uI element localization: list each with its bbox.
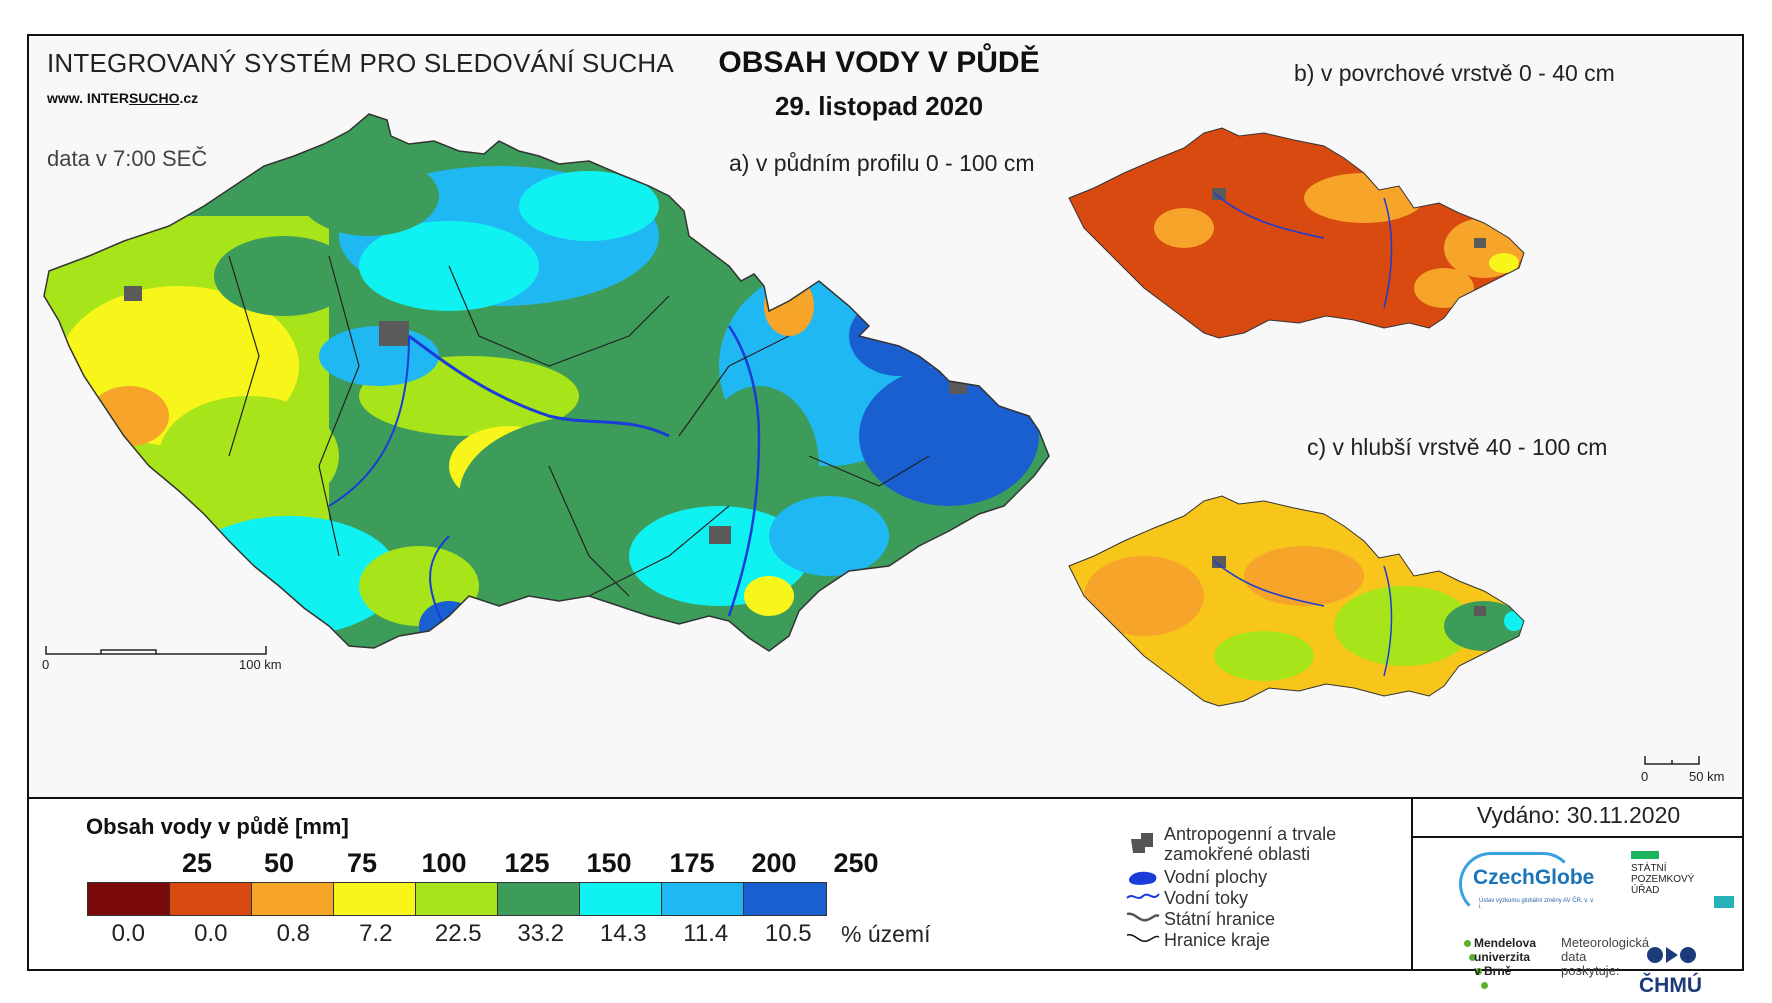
legend-percent: 0.0 [111,920,145,947]
region-border-icon [1126,934,1160,942]
legend-percent: 22.5 [434,920,482,947]
scale-c-start: 0 [1641,769,1649,784]
czechglobe-name: CzechGlobe [1473,866,1595,889]
spu-logo-bar-icon [1631,851,1659,859]
water-body-icon [1128,871,1157,885]
czechglobe-subtitle: Ústav výzkumu globální změny AV ČR, v. v… [1479,898,1595,910]
spu-name: STÁTNÍ POZEMKOVÝ ÚŘAD [1631,863,1694,896]
anthropogenic-area-icon [1131,833,1153,853]
website-link[interactable]: www. INTERSUCHO.cz [47,90,199,106]
legend-bin: 100 [421,848,467,878]
legend-divider [29,797,1742,799]
legend-bin: 50 [263,848,295,878]
spu-line3: ÚŘAD [1631,885,1660,896]
legend-water-bodies: Vodní plochy [1164,867,1268,887]
legend-swatch [170,883,252,915]
data-time: data v 7:00 SEČ [47,146,208,171]
legend-title: Obsah vody v půdě [mm] [86,814,349,839]
legend-swatch [498,883,580,915]
spu-line2: POZEMKOVÝ [1631,874,1695,885]
czechglobe-arc-icon [1459,852,1575,916]
scale-bar-c [1644,756,1700,765]
panel-b-title: b) v povrchové vrstvě 0 - 40 cm [1294,60,1615,86]
map-date: 29. listopad 2020 [774,91,984,121]
spu-logo-square-icon [1714,896,1734,908]
scale-c-end: 50 km [1689,769,1725,784]
meteo-line1: Meteorologická [1561,935,1650,950]
legend-percent: 11.4 [683,920,729,947]
legend-bin: 200 [751,848,797,878]
legend-swatch [88,883,170,915]
legend-swatch [662,883,744,915]
mendel-line1: Mendelova [1474,936,1537,950]
mendel-line2: univerzita [1474,950,1531,964]
legend-state-border: Státní hranice [1164,909,1276,929]
scale-a-end: 100 km [239,657,282,672]
meteo-line3: poskytuje: [1561,963,1620,978]
issued-date: Vydáno: 30.11.2020 [1476,802,1681,828]
legend-streams: Vodní toky [1164,888,1249,908]
legend-percent: 0.8 [276,920,310,947]
legend-color-bar [87,882,827,916]
legend-anthropogenic-line2: zamokřené oblasti [1164,844,1311,864]
legend-bin: 175 [669,848,715,878]
legend-anthropogenic-line1: Antropogenní a trvale [1164,824,1337,844]
mendel-line3: v Brně [1474,964,1512,978]
legend-bin: 150 [586,848,632,878]
main-title: OBSAH VODY V PŮDĚ [718,46,1040,79]
czechglobe-logo: CzechGlobe Ústav výzkumu globální změny … [1459,852,1595,916]
panel-a-title: a) v půdním profilu 0 - 100 cm [729,150,1035,176]
legend-swatch [580,883,662,915]
legend-percent-unit: % území [841,921,931,947]
logo-divider [1411,797,1413,969]
legend-region-border: Hranice kraje [1164,930,1271,950]
legend-percent: 33.2 [517,920,565,947]
map-area: INTEGROVANÝ SYSTÉM PRO SLEDOVÁNÍ SUCHA w… [29,36,1742,797]
system-title: INTEGROVANÝ SYSTÉM PRO SLEDOVÁNÍ SUCHA [47,48,674,78]
spu-line1: STÁTNÍ [1631,863,1667,874]
meteo-data-note: Meteorologická data poskytuje: [1561,936,1649,978]
legend-percent: 0.0 [194,920,228,947]
chmu-name: ČHMÚ [1639,974,1702,997]
legend-bin: 25 [181,848,213,878]
panel-c-title: c) v hlubší vrstvě 40 - 100 cm [1307,434,1608,460]
legend-swatch [744,883,826,915]
chmu-logo-icon [1647,947,1696,963]
legend-percent: 7.2 [359,920,393,947]
legend-percent: 14.3 [599,920,647,947]
mendel-university: Mendelova univerzita v Brně [1474,936,1536,978]
legend-percent-row: 0.0 0.0 0.8 7.2 22.5 33.2 14.3 11.4 10.5 [87,920,830,948]
panel-a-map [43,113,1050,652]
legend-swatch [252,883,334,915]
legend-bins: 25 50 75 100 125 150 175 200 250 [89,848,879,880]
map-sheet: INTEGROVANÝ SYSTÉM PRO SLEDOVÁNÍ SUCHA w… [27,34,1744,997]
legend-percent: 10.5 [764,920,812,947]
legend-swatch [416,883,498,915]
legend-bin: 75 [346,848,378,878]
legend-bin: 250 [833,848,879,878]
stream-icon [1126,893,1160,899]
scale-bar-a [45,646,267,655]
meteo-line2: data [1561,949,1587,964]
state-border-icon [1126,912,1160,922]
scale-a-start: 0 [42,657,50,672]
issued-divider [1413,836,1742,838]
legend-bin: 125 [504,848,550,878]
legend-swatch [334,883,416,915]
panel-b-map [1068,127,1525,339]
panel-c-map [1068,495,1525,707]
